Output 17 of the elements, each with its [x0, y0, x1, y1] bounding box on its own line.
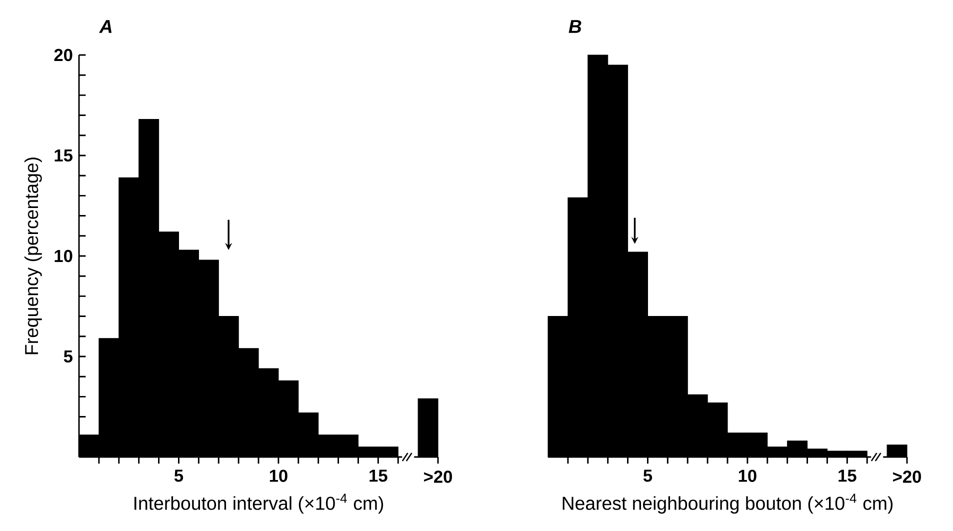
- x-tick-label: 15: [370, 470, 388, 482]
- x-tick-label: 15: [838, 470, 856, 482]
- y-tick-label: 20: [54, 48, 72, 62]
- x-tick-label: 10: [738, 470, 756, 482]
- y-tick-label: 10: [54, 250, 72, 262]
- text: >20: [424, 470, 452, 483]
- text: >20: [893, 470, 921, 483]
- chart-title: B: [568, 20, 582, 33]
- x-tick-label: 10: [270, 470, 288, 482]
- y-tick-label: 5: [64, 350, 72, 363]
- x-tick-label: 5: [174, 470, 184, 482]
- x-axis-title: Interbouton interval (×10$^{-4}$ cm): [134, 494, 384, 514]
- y-axis-title: Frequency (percentage): [24, 158, 42, 354]
- x-axis-title: Nearest neighbouring bouton (×10$^{-4}$ cm): [562, 494, 893, 514]
- chart-title: A: [99, 20, 112, 33]
- x-tick-label: 5: [643, 470, 652, 482]
- y-tick-label: 15: [54, 149, 72, 162]
